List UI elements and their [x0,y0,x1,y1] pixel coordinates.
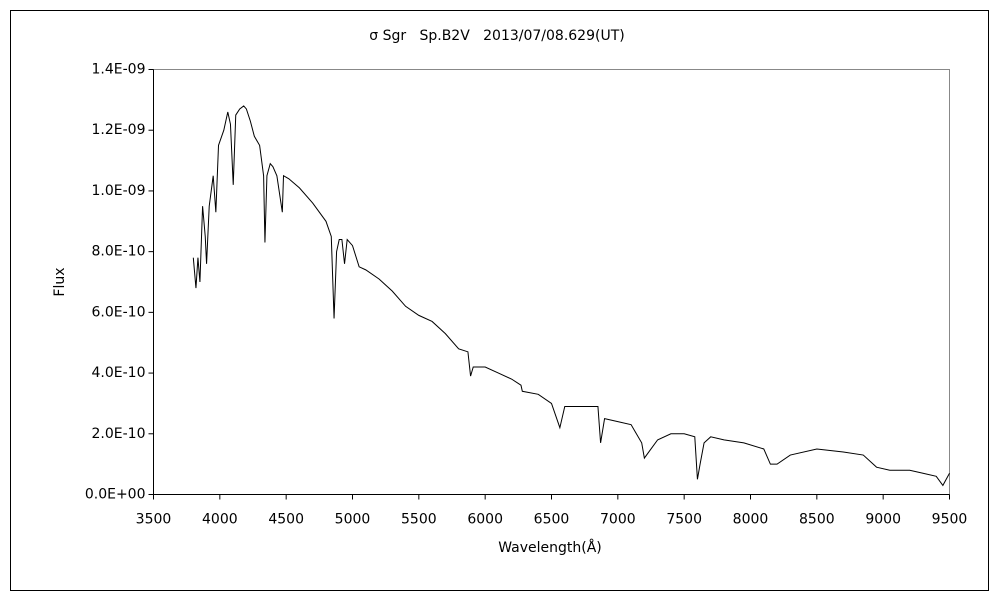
x-axis-label: Wavelength(Å) [498,539,602,556]
chart-border [10,10,989,591]
x-tick-label: 3500 [136,512,172,528]
x-tick-label: 7500 [666,512,702,528]
y-tick-label: 1.0E-09 [92,183,146,199]
y-tick-label: 4.0E-10 [92,365,146,381]
x-tick-label: 5500 [401,512,437,528]
x-tick-label: 8500 [799,512,835,528]
spectrum-line [192,105,950,487]
x-tick-label: 8000 [733,512,769,528]
chart-title: σ Sgr Sp.B2V 2013/07/08.629(UT) [369,28,624,44]
y-tick-label: 8.0E-10 [92,244,146,260]
y-tick-label: 2.0E-10 [92,426,146,442]
x-tick-label: 7000 [600,512,636,528]
x-tick-label: 6000 [467,512,503,528]
y-tick-label: 0.0E+00 [85,487,146,503]
x-tick-label: 5000 [335,512,371,528]
x-tick-label: 4500 [268,512,304,528]
x-tick-label: 6500 [534,512,570,528]
x-tick-label: 9000 [865,512,901,528]
y-axis-label: Flux [52,267,68,296]
y-tick-label: 6.0E-10 [92,304,146,320]
y-tick-label: 1.2E-09 [92,122,146,138]
x-tick-label: 9500 [932,512,968,528]
x-tick-label: 4000 [202,512,238,528]
y-tick-label: 1.4E-09 [92,62,146,78]
